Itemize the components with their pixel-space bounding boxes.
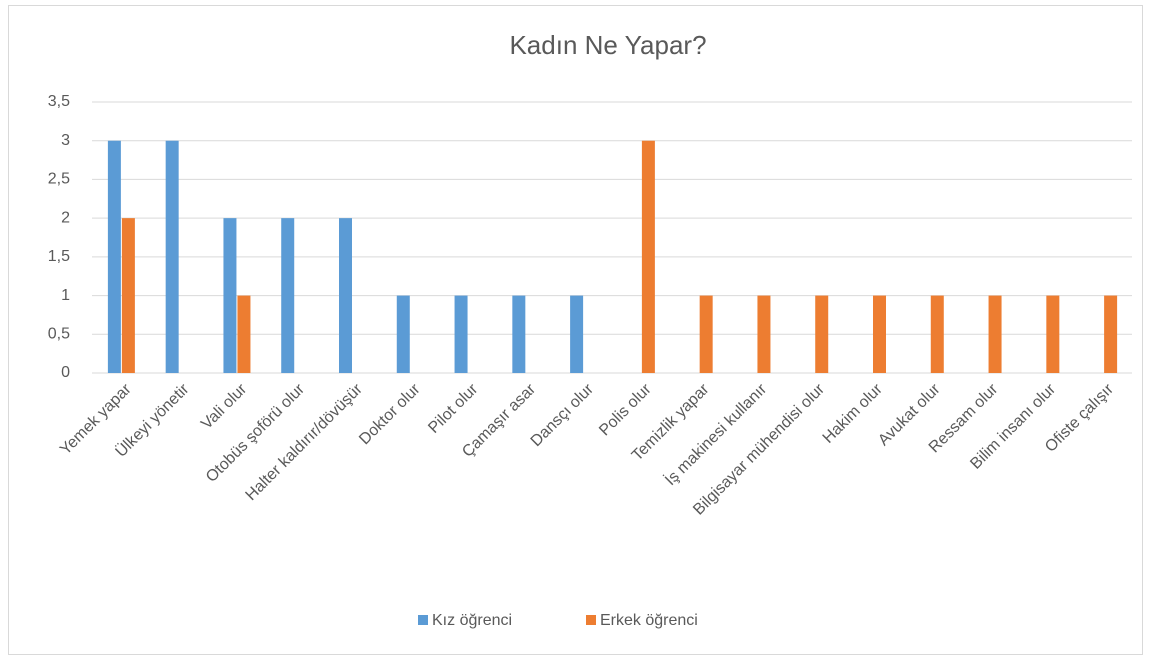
- bar: [815, 295, 829, 373]
- y-tick-label: 0,5: [48, 326, 70, 343]
- legend-label: Kız öğrenci: [432, 612, 512, 629]
- bar: [641, 140, 655, 373]
- y-tick-label: 0: [61, 364, 70, 381]
- bar: [699, 295, 713, 373]
- bar: [512, 295, 526, 373]
- bar: [930, 295, 944, 373]
- y-tick-label: 3,5: [48, 93, 70, 110]
- legend-label: Erkek öğrenci: [600, 612, 698, 629]
- bar: [1046, 295, 1060, 373]
- bar: [121, 218, 135, 373]
- bar: [757, 295, 771, 373]
- y-tick-label: 2,5: [48, 171, 70, 188]
- y-tick-label: 1: [61, 287, 70, 304]
- legend-swatch: [418, 615, 428, 625]
- bar: [223, 218, 237, 373]
- bar: [570, 295, 584, 373]
- bar: [281, 218, 295, 373]
- bar: [454, 295, 468, 373]
- y-tick-label: 2: [61, 209, 70, 226]
- chart-title: Kadın Ne Yapar?: [509, 30, 706, 60]
- bar: [107, 140, 121, 373]
- bar: [396, 295, 410, 373]
- bar: [988, 295, 1002, 373]
- y-tick-label: 1,5: [48, 248, 70, 265]
- bar: [1104, 295, 1118, 373]
- bar: [873, 295, 886, 373]
- bar: [165, 140, 179, 373]
- bar: [237, 295, 251, 373]
- bar: [339, 218, 352, 373]
- y-tick-label: 3: [61, 132, 70, 149]
- legend-swatch: [586, 615, 596, 625]
